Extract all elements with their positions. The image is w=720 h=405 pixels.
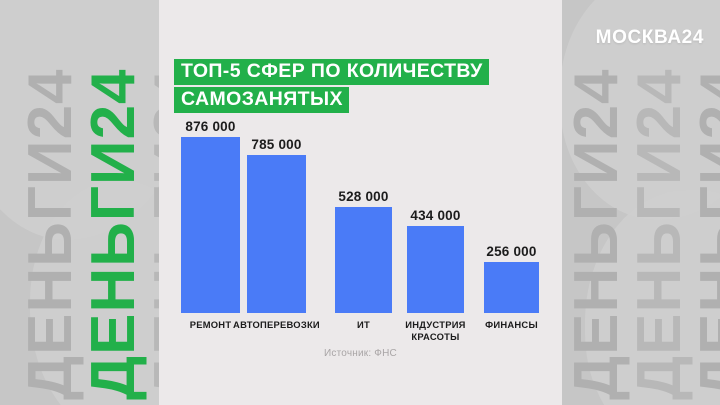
bar-category-label: ФИНАНСЫ — [485, 319, 538, 330]
bar-group: 256 000 ФИНАНСЫ — [484, 244, 539, 330]
bar — [407, 226, 464, 313]
watermark-text-highlight: ДЕНЬГИ24 — [79, 68, 148, 400]
bar-value-label: 528 000 — [338, 189, 389, 204]
chart-source: Источник: ФНС — [324, 348, 397, 359]
bar-group: 876 000 РЕМОНТ — [181, 119, 240, 330]
bar-group: 528 000 ИТ — [335, 189, 392, 330]
bar — [335, 207, 392, 313]
channel-logo: МОСКВА24 — [595, 27, 704, 48]
bar-category-label: ИТ — [357, 319, 370, 330]
bar — [484, 262, 539, 313]
chart-title-line-1: ТОП-5 СФЕР ПО КОЛИЧЕСТВУ — [174, 59, 489, 85]
watermark-text: ДЕНЬГИ24 — [625, 68, 694, 400]
bar-category-label: АВТОПЕРЕВОЗКИ — [233, 319, 320, 330]
bar-value-label: 256 000 — [486, 244, 537, 259]
watermark-text: ДЕНЬГИ24 — [688, 68, 720, 400]
watermark-text: ДЕНЬГИ24 — [562, 68, 631, 400]
bar-value-label: 434 000 — [410, 208, 461, 223]
chart-panel: ТОП-5 СФЕР ПО КОЛИЧЕСТВУ САМОЗАНЯТЫХ 876… — [159, 0, 562, 405]
bar-group: 785 000 АВТОПЕРЕВОЗКИ — [233, 137, 320, 330]
bar-group: 434 000 ИНДУСТРИЯ КРАСОТЫ — [405, 208, 465, 342]
bar-chart: 876 000 РЕМОНТ 785 000 АВТОПЕРЕВОЗКИ 528 000… — [159, 0, 562, 405]
bar — [181, 137, 240, 313]
chart-title: ТОП-5 СФЕР ПО КОЛИЧЕСТВУ САМОЗАНЯТЫХ — [174, 59, 489, 113]
chart-title-line-2: САМОЗАНЯТЫХ — [174, 87, 349, 113]
bar-category-label: ИНДУСТРИЯ КРАСОТЫ — [405, 319, 466, 343]
background-blob — [560, 0, 720, 220]
bar-category-label: РЕМОНТ — [189, 319, 232, 330]
watermark-text: ДЕНЬГИ24 — [16, 68, 85, 400]
bar-value-label: 876 000 — [185, 119, 236, 134]
bar — [247, 155, 306, 313]
bar-value-label: 785 000 — [251, 137, 302, 152]
